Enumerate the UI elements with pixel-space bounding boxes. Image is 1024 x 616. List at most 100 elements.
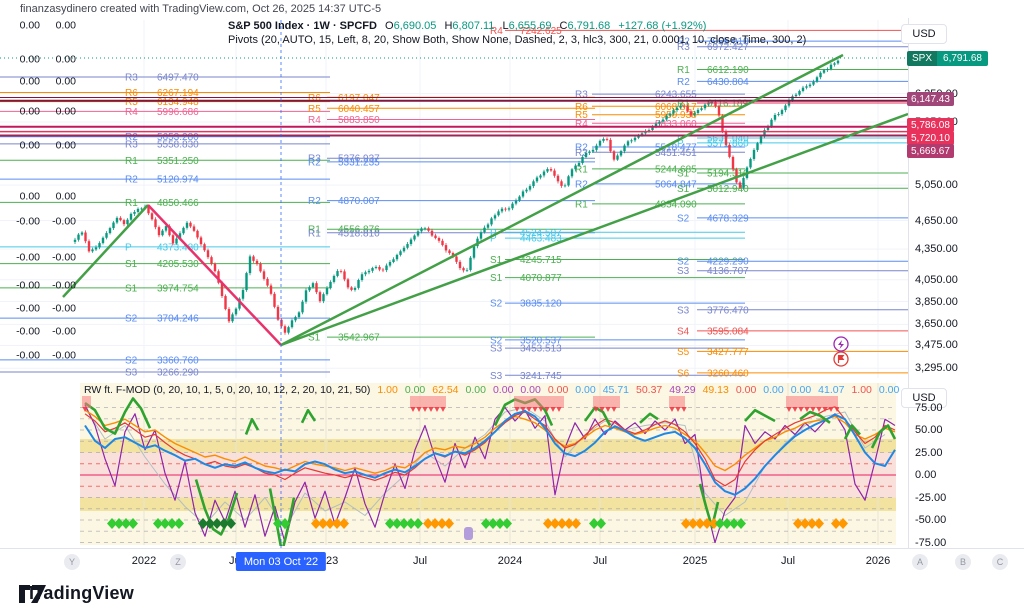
pivot-value: 5518.477 [655,143,697,154]
pivot-label: R2 [575,143,588,154]
pivot-label: R6 [575,102,588,113]
indicator-value: 0.00 [465,384,486,396]
pivot-value: 5244.685 [655,164,697,175]
time-marker-y[interactable]: Y [64,554,80,570]
symbol-title[interactable]: S&P 500 Index · 1W · SPCFD [228,20,377,32]
time-marker-c[interactable]: C [992,554,1008,570]
time-tick: Jul [412,555,428,567]
pivot-label: R2 [125,175,138,186]
trend-line[interactable] [147,204,282,346]
pivot-label: R1 [125,156,138,167]
currency-button-indicator[interactable]: USD [901,388,947,408]
pivot-label: P [125,242,132,253]
green-segment [744,408,776,423]
trend-line[interactable] [280,112,909,347]
currency-button-main[interactable]: USD [901,24,947,44]
pivot-label: S3 [490,344,503,355]
main-gridlines [0,20,908,378]
pivot-label: S6 [677,368,690,379]
indicator-value: 0.00 [492,384,514,396]
pivot-label: S2 [125,314,138,325]
flag-icon[interactable] [833,351,849,367]
price-scale[interactable]: USD 6,250.005,850.005,050.004,650.004,35… [901,18,1024,575]
indicator-tick: -75.00 [915,536,947,549]
time-marker-b[interactable]: B [955,554,971,570]
indicator-value: 0.00 [575,384,596,396]
indicator-value: 62.54 [432,384,459,396]
pivot-value: 6267.194 [157,88,199,99]
main-chart-legend[interactable]: S&P 500 Index · 1W · SPCFD O6,690.05 H6,… [228,20,806,46]
indicator-tick: 50.00 [915,424,943,436]
pivot-label: R1 [677,98,690,109]
pivot-label: R2 [677,77,690,88]
pivot-label: R2 [308,157,321,168]
indicator-value: 0.00 [735,384,757,396]
pivot-value: 3260.460 [707,368,749,379]
green-segment [843,424,861,440]
time-marker-a[interactable]: A [912,554,928,570]
pivot-value: 5331.235 [338,157,380,168]
indicator-value: 41.07 [818,384,845,396]
margin-label: -0.00 [16,252,40,264]
pivot-label: S1 [308,333,321,344]
price-level-badge: 5,720.10 [907,131,954,145]
pivot-value: 4245.715 [520,255,562,266]
pivot-value: 4524.507 [520,228,562,239]
tradingview-logo[interactable]: TradingView [18,583,134,604]
price-level-badge: 5,786.08 [907,118,954,132]
pivot-value: 5351.250 [157,156,199,167]
main-price-chart[interactable]: R3 6497.470 R6 6267.194 R5 6134.948 R4 5996.686… [0,18,1024,382]
green-segment [194,479,239,536]
pivot-value: 6040.457 [338,104,380,115]
pivot-value: 4070.877 [520,273,562,284]
pivot-label: S3 [125,368,138,379]
green-segment [799,410,831,424]
pivot-label: R4 [308,115,321,126]
margin-label: 0.00 [20,191,41,203]
lightning-icon[interactable] [833,336,849,352]
pivot-value: 6972.427 [707,42,749,53]
pivot-value: 3360.760 [157,355,199,366]
margin-label: 0.00 [56,106,77,118]
pivot-label: R5 [125,97,138,108]
trend-line[interactable] [280,53,844,347]
margin-label: 0.00 [20,140,41,152]
candles [73,59,840,335]
green-segment [870,424,896,449]
price-level-badge: 6,147.43 [907,92,954,106]
indicator-tick: 25.00 [915,446,943,459]
margin-label: 0.00 [20,20,41,32]
pivot-label: R1 [677,65,690,76]
pivot-label: R1 [125,198,138,209]
indicator-pane[interactable] [0,382,1024,548]
price-tick: 3,475.00 [915,339,958,352]
green-segment [268,488,296,546]
pivot-value: 3427.777 [707,347,749,358]
indicator-value: 0.00 [404,384,426,396]
attribution-text: finanzasydinero created with TradingView… [20,3,382,15]
symbol-legend-row[interactable]: S&P 500 Index · 1W · SPCFD O6,690.05 H6,… [228,20,806,32]
pivot-label: R3 [125,139,138,150]
pivot-label: R3 [575,90,588,101]
pivot-label: R5 [308,104,321,115]
change-value: +127.68 (+1.92%) [618,20,707,32]
time-tick: Jul [780,555,796,567]
pivot-label: R3 [677,42,690,53]
close-label: C [559,20,568,32]
indicator-title[interactable]: RW ft. F-MOD (0, 20, 10, 1, 5, 0, 20, 10… [84,384,371,396]
margin-label: -0.00 [16,216,40,228]
trend-line[interactable] [62,204,149,298]
pivot-value: 5194.310 [707,169,749,180]
pivot-label: R1 [575,199,588,210]
pivot-levels: R3 6497.470 R6 6267.194 R5 6134.948 R4 5996.686… [0,26,908,382]
pivot-value: 5950.938 [655,110,697,121]
indicator-legend[interactable]: RW ft. F-MOD (0, 20, 10, 1, 5, 0, 20, 10… [84,384,913,396]
pivot-value: 5451.451 [655,148,697,159]
pivot-value: 5571.860 [707,138,749,149]
pivot-value: 6430.804 [707,77,749,88]
pivot-value: 4678.329 [707,213,749,224]
pivots-indicator-row[interactable]: Pivots (20, AUTO, 15, Left, 8, 20, Show … [228,34,807,46]
time-marker-z[interactable]: Z [170,554,186,570]
